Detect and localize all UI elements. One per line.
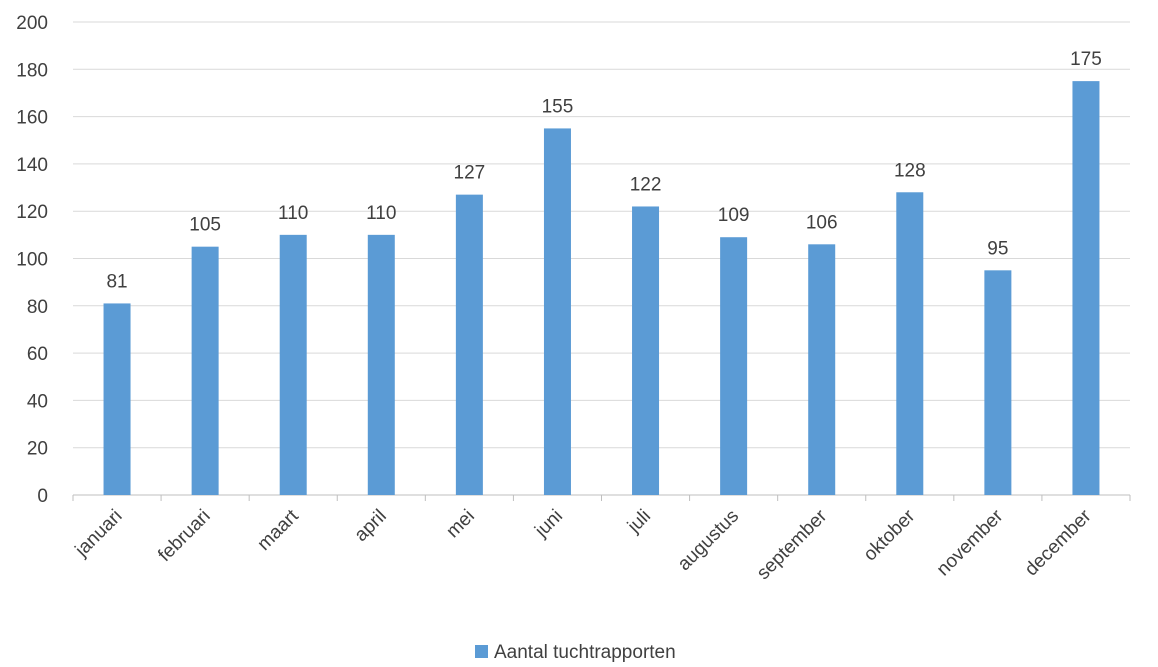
bar-januari: [103, 303, 131, 495]
y-tick-label: 80: [27, 297, 48, 318]
y-tick-label: 100: [16, 250, 48, 271]
x-tick-label-april: april: [351, 506, 391, 546]
data-label-december: 175: [1070, 49, 1102, 70]
gridlines: [72, 21, 1131, 501]
x-tick-label-december: december: [1021, 505, 1096, 580]
x-tick-label-maart: maart: [254, 505, 304, 555]
y-tick-label: 40: [27, 391, 48, 412]
y-tick-label: 60: [27, 344, 48, 365]
legend-label: Aantal tuchtrapporten: [494, 642, 676, 663]
x-tick-label-juni: juni: [531, 506, 567, 542]
bar-februari: [191, 246, 219, 495]
y-tick-label: 20: [27, 439, 48, 460]
y-tick-label: 120: [16, 202, 48, 223]
legend-swatch: [475, 645, 488, 658]
data-label-augustus: 109: [718, 205, 750, 226]
bar-mei: [455, 194, 483, 495]
y-tick-label: 200: [16, 13, 48, 34]
bar-oktober: [896, 192, 924, 495]
bar-juli: [632, 206, 660, 495]
bar-april: [367, 234, 395, 495]
y-tick-label: 0: [37, 486, 48, 507]
x-tick-label-januari: januari: [71, 506, 127, 562]
bar-september: [808, 244, 836, 495]
data-label-maart: 110: [278, 203, 308, 224]
x-axis-tick-labels: januari februari maart april mei juni juli augu…: [71, 505, 1096, 584]
bars: [103, 81, 1100, 496]
data-label-juli: 122: [630, 174, 662, 195]
y-axis-tick-labels: 0 20 40 60 80 100 120 140 160 180 200: [16, 13, 48, 507]
bar-augustus: [720, 237, 748, 495]
bar-maart: [279, 234, 307, 495]
data-label-juni: 155: [542, 96, 574, 117]
x-tick-label-augustus: augustus: [674, 506, 743, 575]
bar-juni: [543, 128, 571, 496]
data-label-november: 95: [987, 238, 1008, 259]
x-tick-label-oktober: oktober: [860, 505, 920, 565]
data-label-oktober: 128: [894, 160, 926, 181]
data-label-april: 110: [366, 203, 396, 224]
x-tick-label-mei: mei: [442, 506, 479, 543]
x-tick-label-november: november: [933, 505, 1008, 580]
x-tick-label-september: september: [753, 505, 832, 584]
data-label-februari: 105: [189, 215, 221, 236]
bar-december: [1072, 81, 1100, 495]
x-tick-label-juli: juli: [623, 506, 655, 538]
data-label-januari: 81: [106, 271, 127, 292]
data-label-september: 106: [806, 212, 838, 233]
y-tick-label: 160: [16, 108, 48, 129]
data-labels: 81 105 110 110 127 155 122 109 106 128 95 175: [106, 49, 1101, 292]
legend: Aantal tuchtrapporten: [475, 642, 676, 663]
x-tick-label-februari: februari: [154, 506, 214, 566]
y-tick-label: 140: [16, 155, 48, 176]
y-tick-label: 180: [16, 60, 48, 81]
data-label-mei: 127: [454, 163, 486, 184]
bar-november: [984, 270, 1012, 495]
